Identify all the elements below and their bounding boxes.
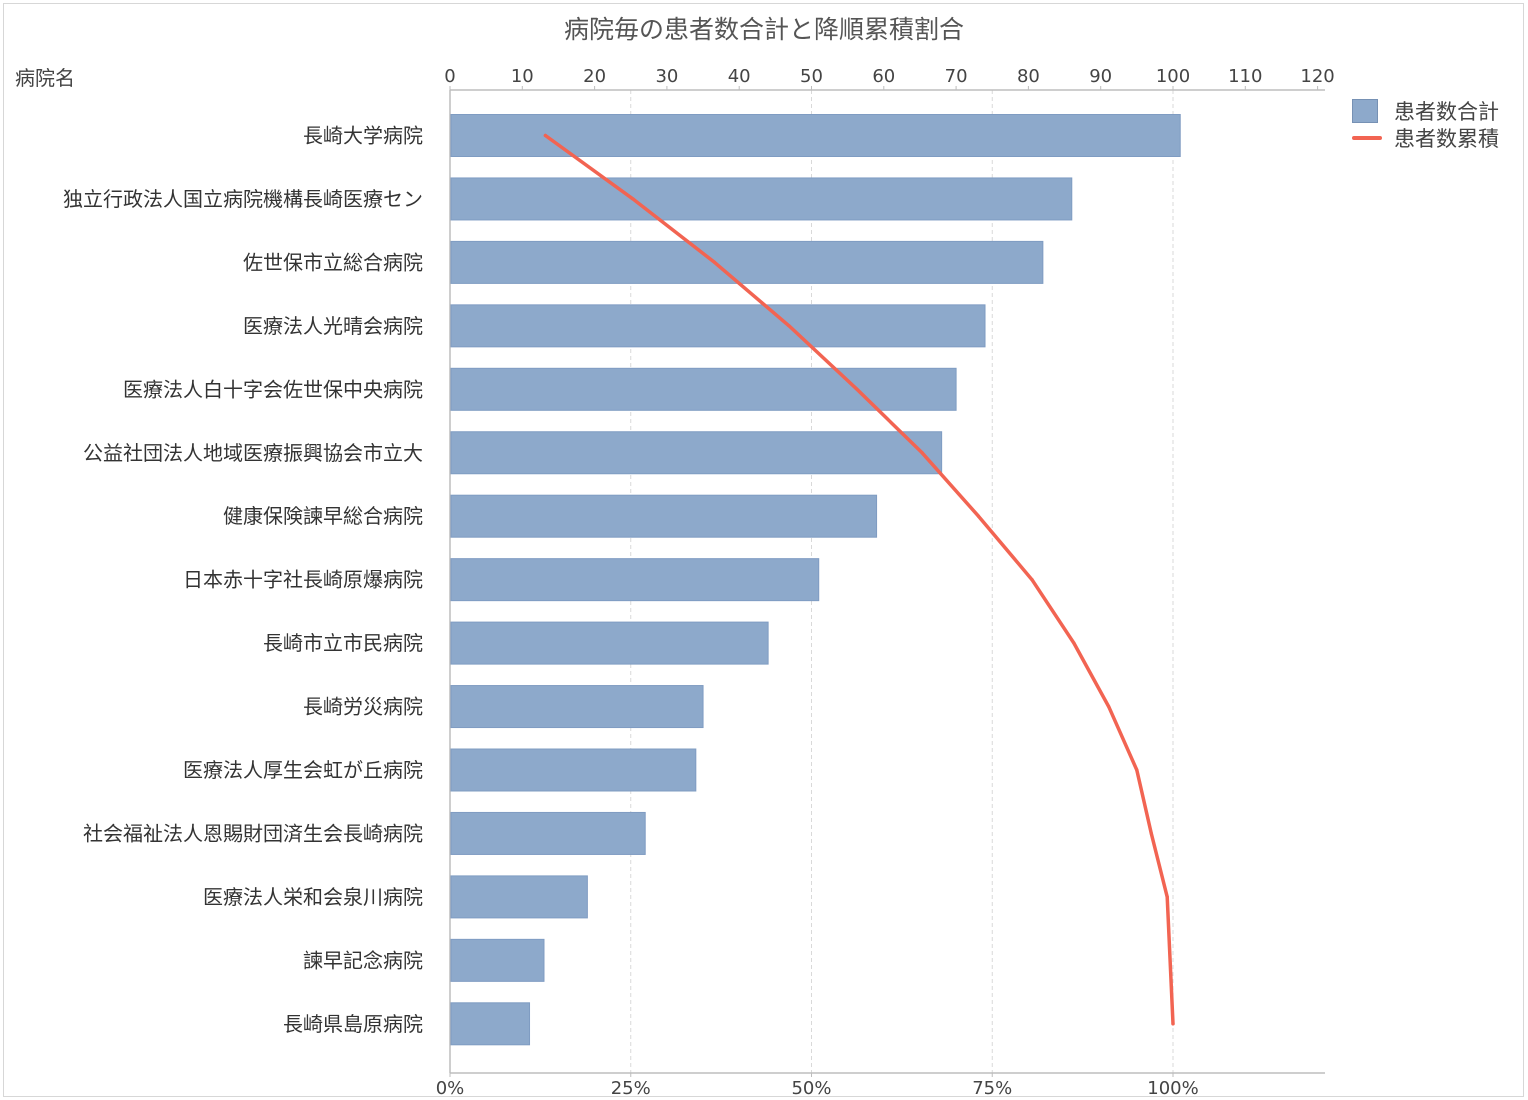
bar[interactable]: [451, 812, 645, 854]
bar[interactable]: [451, 495, 877, 537]
category-label: 医療法人厚生会虹が丘病院: [183, 758, 423, 782]
x-bottom-tick-label: 0%: [436, 1078, 465, 1099]
cumulative-point: [1030, 578, 1033, 581]
category-label: 医療法人白十字会佐世保中央病院: [123, 377, 423, 401]
x-top-tick-label: 110: [1228, 66, 1262, 87]
x-top-tick-label: 50: [800, 66, 823, 87]
category-label: 長崎県島原病院: [283, 1012, 423, 1036]
category-label: 長崎市立市民病院: [263, 631, 423, 655]
x-top-tick-label: 70: [945, 66, 968, 87]
x-top-tick-label: 90: [1089, 66, 1112, 87]
bar[interactable]: [451, 115, 1180, 157]
x-bottom-tick-label: 25%: [611, 1078, 651, 1099]
category-label-layer: 長崎大学病院独立行政法人国立病院機構長崎医療セン佐世保市立総合病院医療法人光晴会…: [63, 124, 423, 1036]
cumulative-point: [787, 324, 790, 327]
x-top-tick-label: 0: [444, 66, 455, 87]
category-label: 日本赤十字社長崎原爆病院: [183, 568, 423, 592]
x-top-tick-label: 100: [1156, 66, 1190, 87]
bar[interactable]: [451, 876, 587, 918]
category-label: 医療法人栄和会泉川病院: [203, 885, 423, 909]
category-label: 長崎労災病院: [303, 695, 423, 719]
cumulative-point: [713, 261, 716, 264]
x-bottom-tick-label: 75%: [972, 1078, 1012, 1099]
bar[interactable]: [451, 622, 768, 664]
cumulative-point: [1150, 832, 1153, 835]
category-label: 長崎大学病院: [303, 124, 423, 148]
category-label: 独立行政法人国立病院機構長崎医療セン: [63, 187, 423, 211]
bar[interactable]: [451, 559, 819, 601]
category-label: 諫早記念病院: [303, 948, 423, 972]
bar[interactable]: [451, 1003, 530, 1045]
x-top-tick-label: 40: [728, 66, 751, 87]
category-label: 医療法人光晴会病院: [243, 314, 423, 338]
x-bottom-tick-label: 100%: [1147, 1078, 1198, 1099]
x-bottom-tick-label: 50%: [791, 1078, 831, 1099]
bar[interactable]: [451, 241, 1043, 283]
cumulative-point: [977, 515, 980, 518]
category-label: 佐世保市立総合病院: [243, 250, 423, 274]
cumulative-point: [1135, 768, 1138, 771]
bar[interactable]: [451, 432, 942, 474]
x-top-tick-label: 10: [511, 66, 534, 87]
category-label: 健康保険諫早総合病院: [223, 504, 423, 528]
cumulative-point: [631, 197, 634, 200]
cumulative-point: [1072, 642, 1075, 645]
cumulative-point: [921, 451, 924, 454]
bar[interactable]: [451, 939, 544, 981]
bar[interactable]: [451, 749, 696, 791]
x-top-tick-label: 120: [1300, 66, 1334, 87]
x-top-tick-label: 20: [583, 66, 606, 87]
cumulative-point: [1171, 1022, 1174, 1025]
bar[interactable]: [451, 178, 1072, 220]
cumulative-point: [855, 388, 858, 391]
bar[interactable]: [451, 305, 985, 347]
cumulative-point: [544, 134, 547, 137]
bar[interactable]: [451, 368, 956, 410]
category-label: 公益社団法人地域医療振興協会市立大: [83, 441, 423, 465]
cumulative-point: [1166, 895, 1169, 898]
x-top-tick-label: 60: [872, 66, 895, 87]
category-label: 社会福祉法人恩賜財団済生会長崎病院: [83, 821, 423, 845]
x-top-tick-label: 80: [1017, 66, 1040, 87]
cumulative-point: [1107, 705, 1110, 708]
bar[interactable]: [451, 686, 703, 728]
bar-layer: [451, 115, 1180, 1045]
x-top-tick-label: 30: [655, 66, 678, 87]
